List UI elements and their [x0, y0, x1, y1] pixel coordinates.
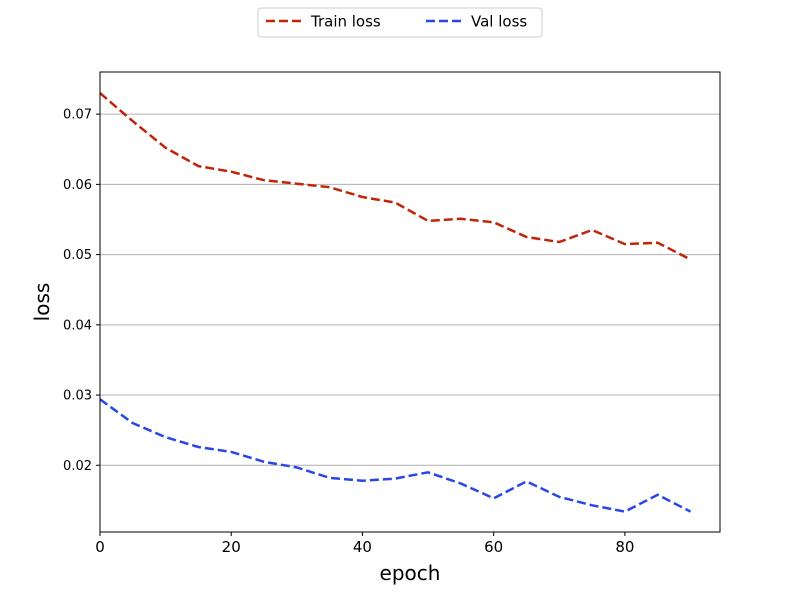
y-tick-label: 0.02 — [63, 459, 92, 474]
x-tick-label: 0 — [95, 538, 105, 556]
y-tick-label: 0.03 — [63, 389, 92, 404]
y-tick-label: 0.04 — [63, 318, 92, 333]
x-axis-label: epoch — [380, 561, 441, 585]
val-loss-line — [99, 398, 692, 513]
plot-frame — [99, 71, 721, 533]
legend-box — [257, 7, 543, 38]
x-tick-label: 40 — [353, 538, 372, 556]
axis-ticks: 0.02 0.03 0.04 0.05 0.06 0.07 0 20 40 60 80 — [63, 108, 634, 556]
y-tick-label: 0.06 — [63, 178, 92, 193]
y-axis-label: loss — [30, 283, 54, 322]
series-lines — [99, 92, 692, 513]
x-tick-label: 80 — [615, 538, 634, 556]
x-tick-label: 60 — [484, 538, 503, 556]
legend-label: Train loss — [310, 13, 381, 31]
legend: Train loss Val loss — [257, 7, 543, 38]
x-tick-label: 20 — [222, 538, 241, 556]
y-tick-label: 0.05 — [63, 248, 92, 263]
legend-label: Val loss — [471, 13, 527, 31]
y-tick-label: 0.07 — [63, 108, 92, 123]
gridlines — [100, 113, 720, 466]
train-loss-line — [99, 92, 692, 261]
